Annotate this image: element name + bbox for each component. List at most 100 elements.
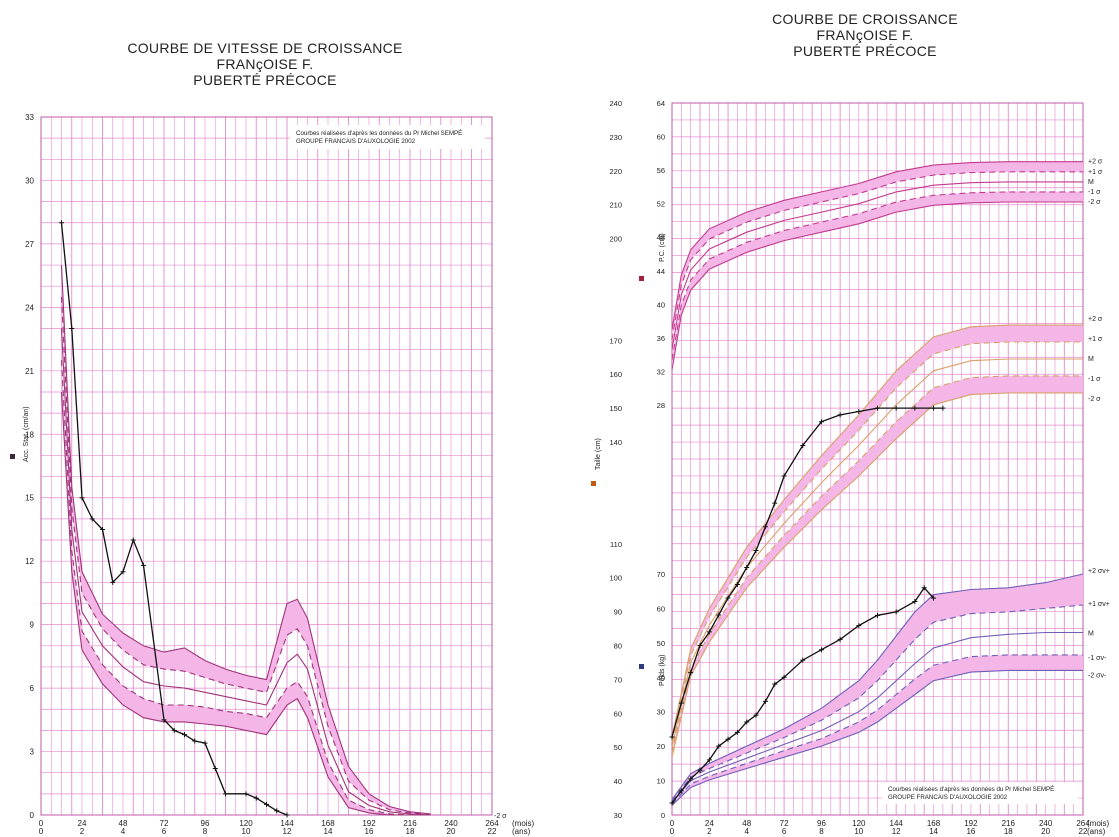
velocity-band-lower (61, 360, 431, 815)
poids-sigma-label: -2 σv- (1088, 672, 1107, 679)
growth-xtick-ans: 12 (892, 827, 901, 836)
poids-patient-line (671, 586, 934, 804)
velocity-patient-point (202, 740, 208, 746)
pc-ytick: 32 (657, 367, 665, 376)
velocity-ref-plus1 (60, 296, 431, 815)
poids-patient-point (921, 585, 927, 591)
velocity-ytick: 9 (30, 621, 35, 630)
poids-ref-plus1 (671, 604, 1084, 802)
pc-band-upper (672, 161, 1083, 340)
left-title-line-2: FRANçOISE F. (216, 56, 314, 72)
velocity-patient-point (284, 812, 290, 818)
velocity-xtick-mois: 48 (119, 819, 128, 828)
poids-ytick: 60 (657, 604, 665, 613)
velocity-ytick: 30 (25, 176, 34, 185)
poids-patient-point (772, 681, 778, 687)
taille-patient-point (762, 524, 768, 530)
poids-patient-point (725, 736, 731, 742)
poids-axis-label: Poids (kg) (659, 654, 666, 686)
velocity-patient-point (59, 220, 64, 226)
poids-patient-point (893, 609, 899, 615)
pc-sigma-label: -2 σ (1088, 199, 1101, 206)
velocity-ytick: 12 (25, 557, 34, 566)
taille-ytick: 110 (610, 540, 622, 549)
taille-patient-point (837, 412, 843, 418)
poids-patient-point (912, 599, 918, 605)
velocity-patient-point (120, 569, 126, 575)
velocity-ytick: 3 (30, 748, 35, 757)
taille-ytick: 60 (614, 709, 622, 718)
velocity-chart: 0369121518212427303300242484726968120101… (10, 113, 535, 836)
taille-patient-point (931, 405, 937, 411)
velocity-xtick-ans: 22 (488, 827, 497, 836)
taille-patient-point (706, 629, 712, 635)
left-title-line-3: PUBERTÉ PRÉCOCE (193, 72, 337, 88)
taille-ref-plus1 (671, 341, 1083, 743)
growth-xtick-ans: 6 (782, 827, 787, 836)
taille-ytick: 100 (609, 574, 622, 583)
velocity-patient-point (243, 791, 249, 797)
velocity-ref-minus1 (60, 360, 431, 816)
taille-ytick: 230 (609, 133, 622, 142)
taille-patient-point (753, 548, 759, 554)
poids-patient-point (837, 636, 843, 642)
taille-patient-point (772, 500, 778, 506)
growth-xtick-mois: 96 (817, 819, 826, 828)
pc-ytick: 56 (657, 166, 665, 175)
velocity-patient-point (141, 562, 146, 568)
taille-ytick: 40 (614, 777, 622, 786)
pc-ytick: 36 (657, 334, 665, 343)
velocity-xtick-ans: 8 (203, 827, 208, 836)
growth-plot-frame (671, 102, 1084, 816)
growth-xtick-mois: 240 (1039, 819, 1053, 828)
poids-sigma-label: M (1088, 631, 1094, 638)
growth-xtick-ans: 0 (670, 827, 675, 836)
pc-sigma-label: +1 σ (1088, 169, 1103, 176)
poids-ref-minus1 (671, 654, 1083, 805)
velocity-xtick-ans: 16 (365, 827, 374, 836)
taille-patient-point (716, 612, 722, 618)
right-title-line-3: PUBERTÉ PRÉCOCE (793, 43, 937, 59)
poids-ytick: 70 (657, 570, 665, 579)
growth-xtick-ans: 20 (1041, 827, 1050, 836)
velocity-unit-ans: (ans) (512, 827, 531, 836)
velocity-xtick-mois: 264 (485, 819, 499, 828)
growth-xtick-mois: 0 (670, 819, 675, 828)
taille-band-lower (672, 375, 1083, 758)
pc-ytick: 60 (657, 133, 665, 142)
pc-ref-plus2 (671, 161, 1083, 330)
poids-patient-point (716, 743, 722, 749)
taille-ytick: 30 (614, 811, 622, 820)
velocity-ref-plus2 (60, 265, 431, 815)
growth-xtick-ans: 2 (707, 827, 712, 836)
velocity-xtick-mois: 192 (362, 819, 376, 828)
taille-patient-point (688, 670, 694, 676)
taille-ytick: 50 (614, 743, 622, 752)
poids-patient-point (800, 657, 806, 663)
velocity-xtick-mois: 0 (39, 819, 44, 828)
taille-sigma-label: M (1088, 356, 1094, 363)
taille-patient-line (671, 407, 943, 738)
poids-patient-point (697, 767, 703, 773)
poids-patient-point (875, 612, 880, 618)
velocity-ylabel: Acc. Stat. (cm/an) (23, 406, 30, 462)
taille-patient-point (744, 564, 750, 570)
poids-ytick: 10 (657, 777, 665, 786)
taille-patient-point (875, 405, 880, 411)
velocity-ytick: 6 (30, 684, 35, 693)
growth-xtick-mois: 48 (742, 819, 751, 828)
velocity-patient-point (79, 495, 85, 501)
poids-ref-plus2 (671, 573, 1084, 800)
velocity-patient-point (264, 801, 269, 807)
growth-xtick-ans: 8 (819, 827, 824, 836)
velocity-xtick-ans: 4 (121, 827, 126, 836)
poids-patient-point (753, 712, 759, 718)
growth-chart: 3040506070809010011014015016017020021022… (591, 99, 1110, 836)
velocity-patient-point (89, 516, 95, 522)
growth-xtick-ans: 4 (745, 827, 750, 836)
growth-xtick-mois: 216 (1002, 819, 1016, 828)
pc-sigma-label: M (1088, 179, 1094, 186)
poids-patient-point (744, 719, 750, 725)
growth-xtick-ans: 14 (929, 827, 938, 836)
